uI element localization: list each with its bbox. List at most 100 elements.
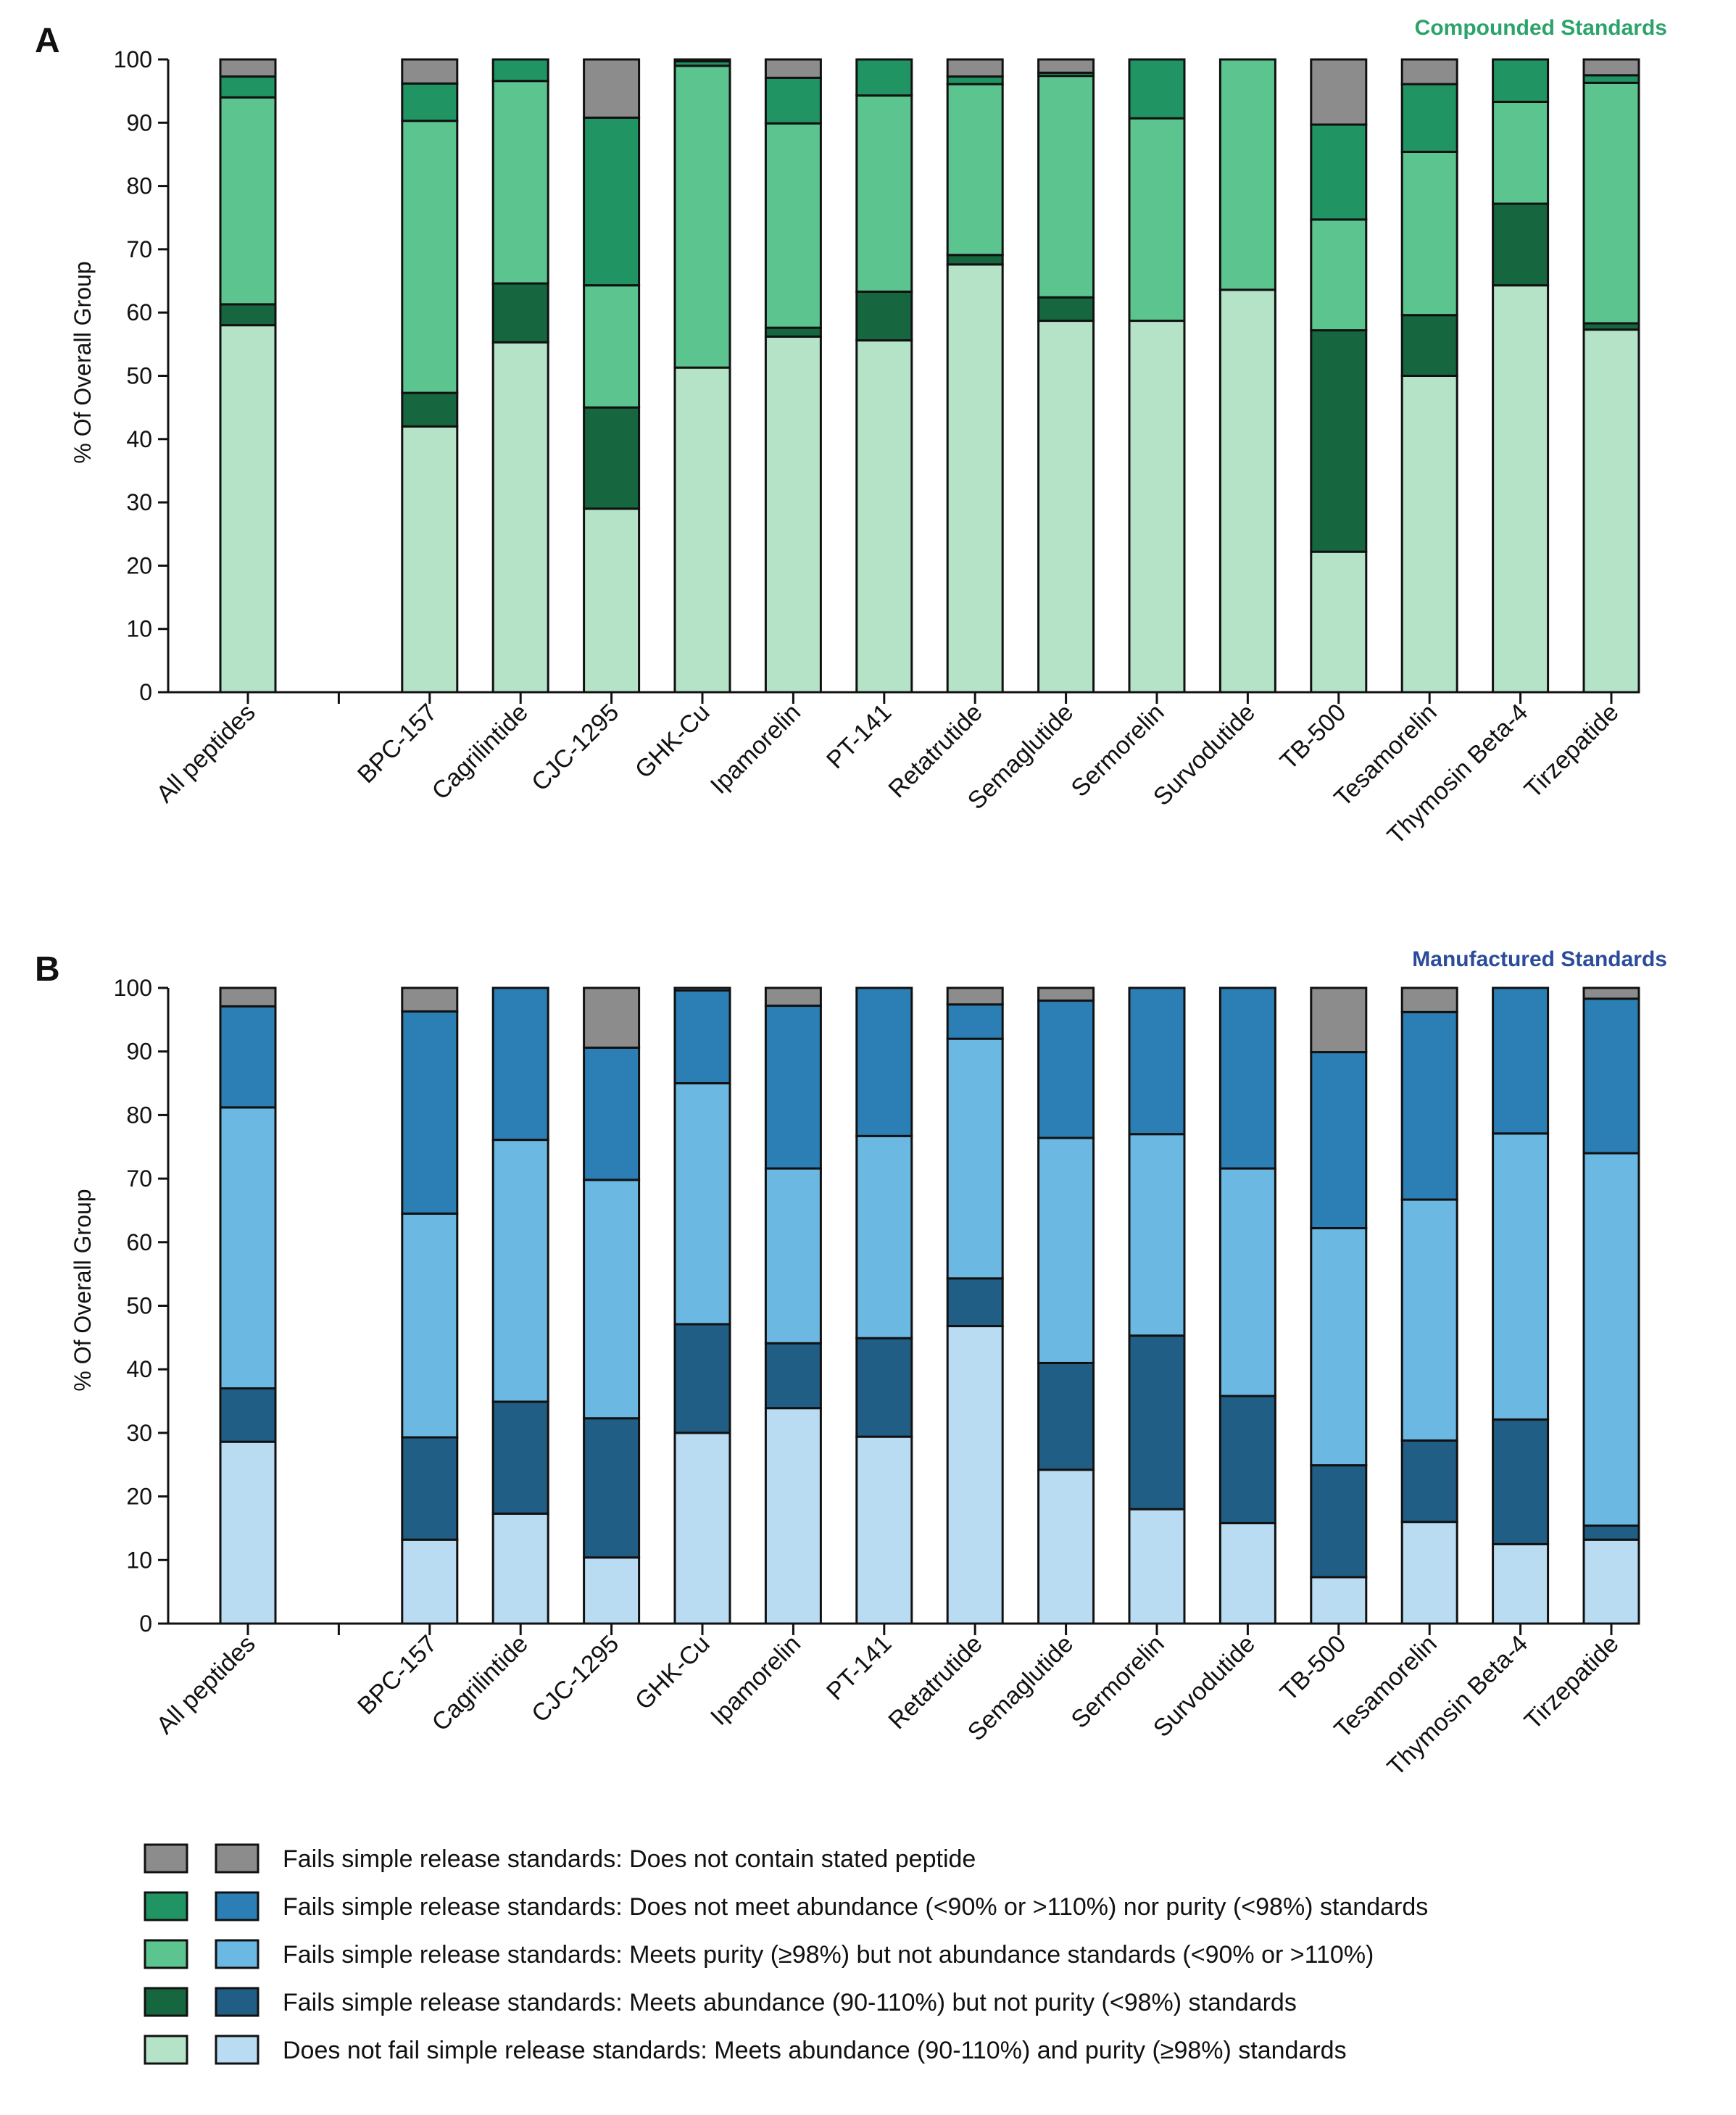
panel-a-letter: A xyxy=(35,22,60,60)
panel-b-bar-segment-cagrilintide xyxy=(491,1139,549,1403)
panel-a-x-label-ipamorelin: Ipamorelin xyxy=(705,699,806,799)
panel-a-bar-segment-sermorelin xyxy=(1128,58,1186,120)
legend-swatch-manufactured xyxy=(215,1987,259,2017)
panel-b-bar-segment-survodutide xyxy=(1218,1167,1276,1397)
panel-b-bar-segment-tesamorelin xyxy=(1400,986,1458,1013)
panel-a-y-tick-label: 50 xyxy=(126,363,152,389)
panel-a-bar-segment-tb-500 xyxy=(1310,58,1368,126)
panel-a-bar-segment-semaglutide xyxy=(1037,320,1095,694)
panel-b-y-tick-label: 70 xyxy=(126,1165,152,1192)
panel-b-bar-segment-thymosin-beta-4 xyxy=(1492,1542,1550,1625)
panel-a-bar-segment-ipamorelin xyxy=(764,335,822,694)
panel-a-y-tick-label: 60 xyxy=(126,299,152,325)
panel-a-bar-segment-bpc-157 xyxy=(401,425,459,694)
panel-a-bar-segment-survodutide xyxy=(1218,58,1276,291)
panel-b-bar-segment-survodutide xyxy=(1218,1395,1276,1524)
panel-a-bar-segment-cjc-1295 xyxy=(583,406,641,510)
panel-a-bar-segment-cagrilintide xyxy=(491,282,549,344)
panel-b-bar-segment-all-peptides xyxy=(219,1440,277,1625)
panel-b-bar-segment-tb-500 xyxy=(1310,986,1368,1054)
panel-a-bar-segment-pt-141 xyxy=(855,290,913,342)
panel-b-x-label-ipamorelin: Ipamorelin xyxy=(705,1630,806,1731)
panel-b-bar-segment-bpc-157 xyxy=(401,986,459,1013)
panel-b-bar-segment-tirzepatide xyxy=(1582,1538,1640,1625)
panel-a-bar-segment-retatrutide xyxy=(946,75,1004,86)
legend-swatch-compounded xyxy=(144,1987,188,2017)
panel-b-bar-segment-cagrilintide xyxy=(491,986,549,1142)
panel-b-y-tick-label: 20 xyxy=(126,1484,152,1510)
panel-a-bar-segment-cjc-1295 xyxy=(583,284,641,409)
panel-b-bar-segment-semaglutide xyxy=(1037,1000,1095,1139)
panel-a-y-tick-label: 100 xyxy=(114,46,152,72)
panel-b-bar-segment-thymosin-beta-4 xyxy=(1492,986,1550,1135)
panel-b-bar-segment-semaglutide xyxy=(1037,1137,1095,1364)
panel-b-bar-segment-tesamorelin xyxy=(1400,1439,1458,1524)
panel-b-bar-segment-cagrilintide xyxy=(491,1400,549,1515)
panel-b-bar-segment-semaglutide xyxy=(1037,1361,1095,1471)
panel-b-x-label-bpc-157: BPC-157 xyxy=(352,1630,442,1720)
panel-a-bar-segment-survodutide xyxy=(1218,288,1276,694)
panel-a-bar-segment-bpc-157 xyxy=(401,391,459,428)
panel-a-bar-segment-tb-500 xyxy=(1310,218,1368,332)
panel-b-bar-segment-tb-500 xyxy=(1310,1051,1368,1230)
panel-a-bar-segment-tirzepatide xyxy=(1582,81,1640,325)
panel-b-bar-segment-tb-500 xyxy=(1310,1464,1368,1579)
legend: Fails simple release standards: Does not… xyxy=(144,1843,1428,2065)
panel-b-bar-segment-ipamorelin xyxy=(764,986,822,1007)
panel-b-bar-segment-retatrutide xyxy=(946,1277,1004,1328)
panel-b-bar-segment-ipamorelin xyxy=(764,1167,822,1345)
panel-b-x-label-all-peptides: All peptides xyxy=(151,1630,260,1740)
panel-a-bar-segment-thymosin-beta-4 xyxy=(1492,202,1550,287)
legend-swatch-compounded xyxy=(144,1891,188,1921)
panel-b-bar-segment-tirzepatide xyxy=(1582,986,1640,1000)
panel-a-y-tick-label: 90 xyxy=(126,109,152,136)
panel-b-y-tick-label: 30 xyxy=(126,1420,152,1446)
panel-a-bar-segment-sermorelin xyxy=(1128,320,1186,694)
panel-a-bar-segment-tirzepatide xyxy=(1582,58,1640,77)
panel-b-bar-segment-ghk-cu xyxy=(673,989,731,1085)
panel-b-bar-segment-semaglutide xyxy=(1037,1468,1095,1625)
panel-a-bar-segment-cjc-1295 xyxy=(583,58,641,119)
panel-a-bar-segment-ghk-cu xyxy=(673,366,731,694)
panel-a-x-label-cagrilintide: Cagrilintide xyxy=(427,699,533,805)
panel-b-bar-segment-bpc-157 xyxy=(401,1010,459,1215)
panel-b-y-tick-label: 100 xyxy=(114,975,152,1001)
panel-b-bar-segment-semaglutide xyxy=(1037,986,1095,1002)
legend-item-label: Fails simple release standards: Meets pu… xyxy=(283,1941,1374,1969)
panel-b-bar-segment-sermorelin xyxy=(1128,1133,1186,1337)
panel-a-x-label-ghk-cu: GHK-Cu xyxy=(630,699,715,784)
panel-b-bar-segment-tirzepatide xyxy=(1582,997,1640,1155)
panel-b-x-label-pt-141: PT-141 xyxy=(821,1630,897,1705)
panel-a-bar-segment-pt-141 xyxy=(855,339,913,694)
panel-a-bar-segment-cjc-1295 xyxy=(583,116,641,287)
panel-b-bar-segment-sermorelin xyxy=(1128,1508,1186,1625)
panel-a-bar-segment-bpc-157 xyxy=(401,58,459,85)
panel-b-bar-segment-tb-500 xyxy=(1310,1227,1368,1467)
panel-a-bar-segment-cjc-1295 xyxy=(583,507,641,694)
panel-b-bar-segment-ipamorelin xyxy=(764,1342,822,1410)
panel-a-bar-segment-tesamorelin xyxy=(1400,83,1458,153)
panel-a-bar-segment-all-peptides xyxy=(219,324,277,694)
panel-b-bar-segment-thymosin-beta-4 xyxy=(1492,1132,1550,1421)
panel-b-bar-segment-pt-141 xyxy=(855,986,913,1137)
panel-b-bar-segment-tesamorelin xyxy=(1400,1521,1458,1625)
panel-b-bar-segment-pt-141 xyxy=(855,1337,913,1438)
panel-b-bar-segment-all-peptides xyxy=(219,1005,277,1109)
panel-a-bar-segment-retatrutide xyxy=(946,58,1004,78)
panel-a-y-tick-label: 70 xyxy=(126,236,152,262)
panel-b-bar-segment-cjc-1295 xyxy=(583,986,641,1049)
panel-b-bar-segment-ghk-cu xyxy=(673,1082,731,1326)
panel-a-bar-segment-all-peptides xyxy=(219,303,277,327)
panel-b-x-label-cagrilintide: Cagrilintide xyxy=(427,1630,533,1737)
panel-b-bar-segment-thymosin-beta-4 xyxy=(1492,1418,1550,1545)
legend-item-label: Fails simple release standards: Does not… xyxy=(283,1845,976,1873)
panel-b-bar-segment-retatrutide xyxy=(946,1325,1004,1625)
panel-a-bar-segment-ipamorelin xyxy=(764,76,822,125)
panel-a-x-label-tb-500: TB-500 xyxy=(1275,699,1352,776)
panel-a-bar-segment-ipamorelin xyxy=(764,326,822,338)
panel-b-bar-segment-tirzepatide xyxy=(1582,1152,1640,1527)
panel-a-bar-segment-all-peptides xyxy=(219,75,277,99)
panel-b-title: Manufactured Standards xyxy=(1412,947,1667,971)
legend-swatch-manufactured xyxy=(215,1891,259,1921)
panel-b-y-tick-label: 90 xyxy=(126,1039,152,1065)
